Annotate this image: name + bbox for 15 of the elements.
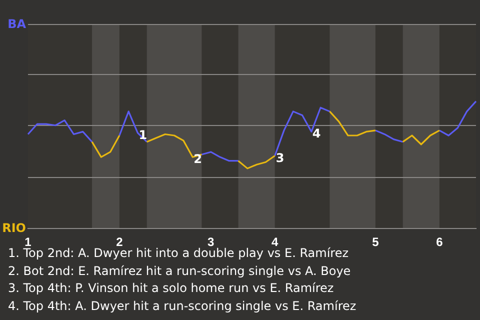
text: 1. Top 2nd: A. Dwyer hit into a double play vs E. Ramírez bbox=[8, 246, 350, 262]
annotation: 3 bbox=[276, 150, 284, 165]
text: 3. Top 4th: P. Vinson hit a solo home run vs E. Ramírez bbox=[8, 280, 335, 297]
annotation: 4 bbox=[312, 126, 321, 141]
x-tick-label: 4 bbox=[272, 235, 279, 249]
text: 2. Bot 2nd: E. Ramírez hit a run-scoring single vs A. Boye bbox=[8, 262, 352, 280]
text: 4. Top 4th: A. Dwyer hit a run-scoring single vs E. Ramírez bbox=[8, 298, 356, 314]
x-tick-label: 3 bbox=[208, 235, 215, 249]
annotation: 2 bbox=[194, 152, 202, 166]
x-tick-label: 5 bbox=[372, 235, 380, 249]
x-tick-label: 6 bbox=[436, 235, 444, 249]
x-tick-label: 2 bbox=[116, 235, 124, 249]
x-tick-label: 1 bbox=[24, 235, 32, 249]
ref-line-label: RIO bbox=[2, 221, 26, 235]
ref-line-label: BA bbox=[8, 17, 27, 31]
